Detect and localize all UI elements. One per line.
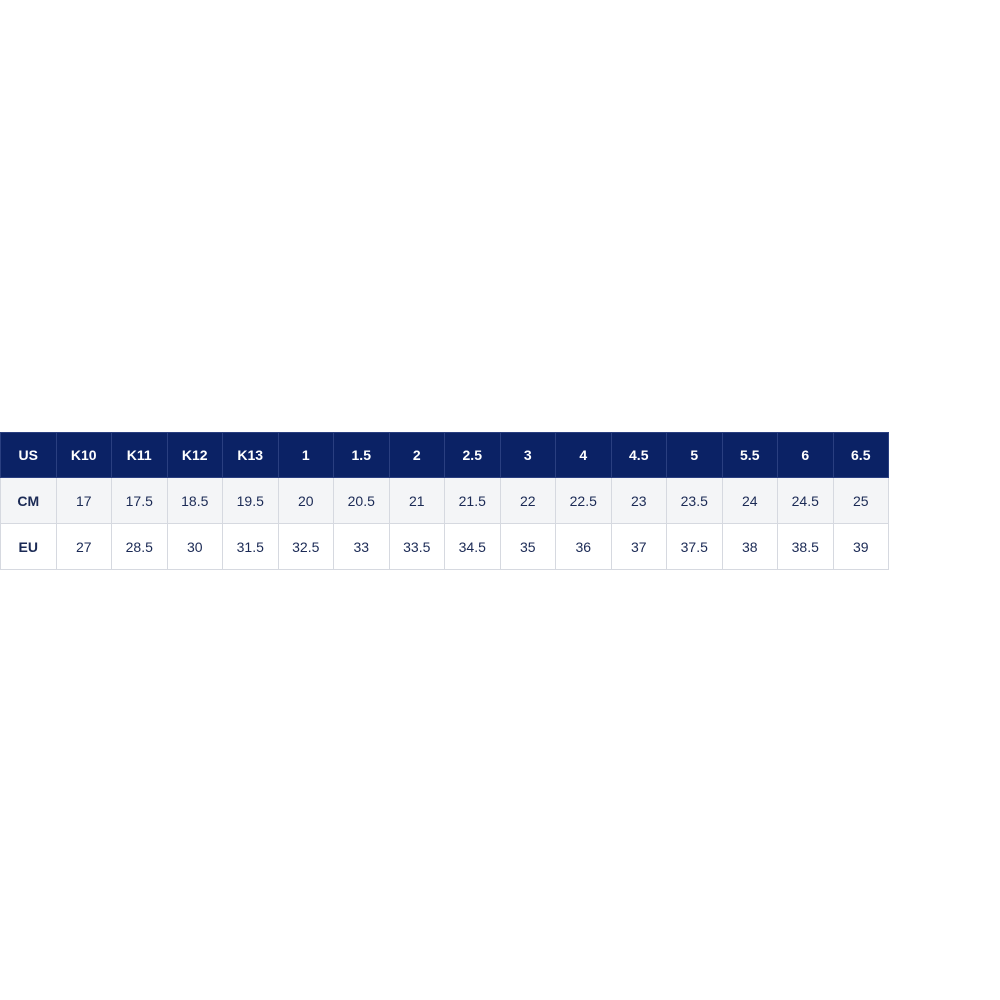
size-cell: 38 [721, 523, 778, 570]
size-cell: 27 [55, 523, 112, 570]
size-cell: 39 [832, 523, 889, 570]
row-label: EU [0, 523, 57, 570]
size-cell: 20.5 [333, 477, 390, 524]
size-cell: 5 [666, 432, 723, 478]
row-label: CM [0, 477, 57, 524]
size-cell: 24.5 [777, 477, 834, 524]
size-cell: 38.5 [777, 523, 834, 570]
size-chart-table: US K10 K11 K12 K13 1 1.5 2 2.5 3 4 4.5 5 5.5 6 6.5 CM 17… [0, 432, 889, 570]
size-cell: 21 [388, 477, 445, 524]
size-cell: 3 [499, 432, 556, 478]
size-cell: 37 [610, 523, 667, 570]
size-cell: 19.5 [222, 477, 279, 524]
size-cell: 20 [277, 477, 334, 524]
size-cell: 21.5 [444, 477, 501, 524]
size-cell: 35 [499, 523, 556, 570]
size-cell: 24 [721, 477, 778, 524]
size-cell: 6 [777, 432, 834, 478]
size-cell: 18.5 [166, 477, 223, 524]
size-cell: 23 [610, 477, 667, 524]
size-cell: 6.5 [832, 432, 889, 478]
size-cell: 22.5 [555, 477, 612, 524]
size-cell: 31.5 [222, 523, 279, 570]
row-label: US [0, 432, 57, 478]
size-cell: 2.5 [444, 432, 501, 478]
size-cell: 30 [166, 523, 223, 570]
size-cell: 22 [499, 477, 556, 524]
size-cell: K10 [55, 432, 112, 478]
size-cell: 17.5 [111, 477, 168, 524]
size-cell: 4.5 [610, 432, 667, 478]
size-cell: K12 [166, 432, 223, 478]
size-cell: 32.5 [277, 523, 334, 570]
size-cell: 25 [832, 477, 889, 524]
size-cell: 33 [333, 523, 390, 570]
cm-size-row: CM 17 17.5 18.5 19.5 20 20.5 21 21.5 22 22.5 23 23.5… [0, 477, 889, 524]
size-cell: 17 [55, 477, 112, 524]
size-cell: K13 [222, 432, 279, 478]
size-cell: 4 [555, 432, 612, 478]
size-cell: 36 [555, 523, 612, 570]
size-cell: 23.5 [666, 477, 723, 524]
size-cell: 2 [388, 432, 445, 478]
size-cell: K11 [111, 432, 168, 478]
size-cell: 28.5 [111, 523, 168, 570]
size-cell: 34.5 [444, 523, 501, 570]
us-size-row: US K10 K11 K12 K13 1 1.5 2 2.5 3 4 4.5 5 5.5 6 6.5 [0, 432, 889, 478]
eu-size-row: EU 27 28.5 30 31.5 32.5 33 33.5 34.5 35 36 37 37.5 38… [0, 523, 889, 570]
size-cell: 33.5 [388, 523, 445, 570]
size-cell: 1.5 [333, 432, 390, 478]
size-cell: 5.5 [721, 432, 778, 478]
size-cell: 1 [277, 432, 334, 478]
size-cell: 37.5 [666, 523, 723, 570]
